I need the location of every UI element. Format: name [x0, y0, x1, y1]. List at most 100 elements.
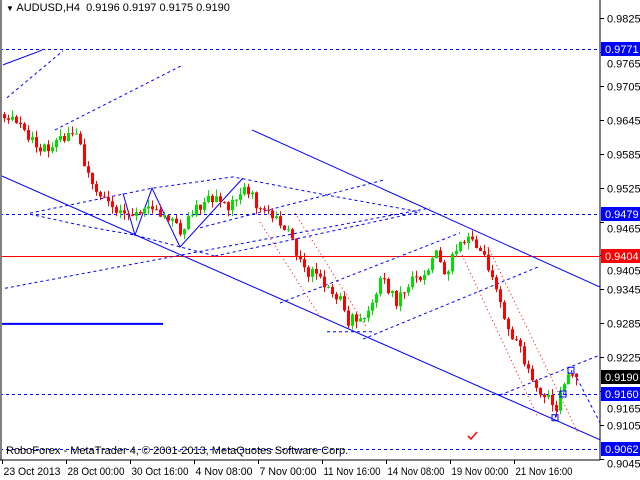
candle-bear [123, 210, 126, 214]
candle-bull [431, 258, 434, 271]
candle-bull [231, 199, 234, 211]
y-tick-label: 0.9285 [607, 319, 640, 331]
candle-bull [235, 199, 238, 201]
trendline-red-dotted-4 [487, 246, 579, 434]
trendline-dashed-5 [199, 179, 386, 229]
candle-bear [87, 166, 90, 173]
x-tick-label: 4 Nov 08:00 [196, 466, 253, 478]
y-tick-label: 0.9345 [607, 285, 640, 297]
candle-bull [171, 218, 174, 221]
candle-bear [323, 276, 326, 288]
candle-bear [283, 225, 286, 230]
candle-bull [67, 132, 70, 141]
candle-bear [223, 201, 226, 203]
triangle-down-icon[interactable]: ▼ [6, 4, 14, 13]
trendline-arc-lower [29, 213, 216, 257]
candle-bull [423, 274, 426, 280]
candle-bear [39, 147, 42, 152]
candle-bear [211, 195, 214, 202]
candle-bull [143, 208, 146, 214]
candle-bull [251, 192, 254, 195]
candle-bull [363, 318, 366, 320]
candle-bear [227, 202, 230, 211]
square-marker [559, 390, 567, 398]
candle-bear [531, 368, 534, 381]
price-label-box [601, 387, 640, 401]
x-tick-label: 30 Oct 16:00 [132, 466, 189, 478]
candle-bull [459, 241, 462, 252]
candle-bull [407, 287, 410, 293]
candle-bull [287, 229, 290, 231]
candle-bear [503, 302, 506, 319]
candle-bull [451, 254, 454, 272]
candle-bear [483, 250, 486, 255]
candle-bull [427, 270, 430, 275]
trendline-arc-upper [29, 176, 421, 214]
candle-bear [263, 208, 266, 210]
candle-bull [379, 278, 382, 294]
candle-bull [191, 215, 194, 217]
candle-bull [411, 276, 414, 288]
candle-bear [259, 208, 262, 210]
candle-bull [547, 394, 550, 397]
candle-bear [299, 255, 302, 260]
candle-bear [535, 380, 538, 388]
price-label-resistance: 0.9404 [605, 251, 639, 263]
candle-bull [375, 293, 378, 303]
candle-bear [383, 278, 386, 280]
candle-bull [183, 229, 186, 235]
candle-bull [563, 384, 566, 392]
x-tick-label: 11 Nov 16:00 [324, 466, 381, 478]
candle-bear [27, 129, 30, 140]
candle-bear [115, 207, 118, 213]
candle-bear [219, 196, 222, 202]
candle-bear [255, 192, 258, 209]
candle-bear [23, 123, 26, 130]
price-label-line: 0.9062 [605, 444, 639, 456]
candle-bull [11, 116, 14, 120]
plot-area[interactable] [0, 49, 600, 450]
candle-bear [419, 277, 422, 280]
candle-bull [59, 135, 62, 140]
trendline-dashed-6 [279, 232, 461, 304]
candle-bull [351, 314, 354, 326]
candle-bear [83, 144, 86, 167]
chart-header: ▼ AUDUSD,H4 0.9196 0.9197 0.9175 0.9190 [6, 2, 230, 14]
candle-bull [119, 210, 122, 213]
candle-bear [199, 204, 202, 210]
candle-bear [15, 116, 18, 123]
square-marker [551, 414, 559, 422]
candle-bear [551, 394, 554, 406]
candle-bear [387, 278, 390, 294]
candle-bull [371, 302, 374, 311]
trendline-red-dotted-3 [461, 254, 539, 418]
candle-bear [175, 218, 178, 224]
candle-bear [71, 132, 74, 134]
candle-bull [391, 290, 394, 294]
candle-bear [63, 135, 66, 141]
candle-bear [159, 209, 162, 217]
candle-bear [295, 238, 298, 256]
y-tick-label: 0.9045 [607, 459, 640, 471]
candle-bear [487, 254, 490, 271]
candle-bear [499, 289, 502, 303]
candle-bear [355, 314, 358, 322]
price-label-box [601, 207, 640, 221]
candle-bear [403, 292, 406, 294]
y-tick-label: 0.9465 [607, 224, 640, 236]
candle-bear [291, 229, 294, 239]
candle-bull [31, 137, 34, 140]
trendline-red-dotted-2 [294, 212, 368, 329]
candle-bear [271, 210, 274, 219]
candle-bear [99, 191, 102, 197]
x-tick-label: 21 Nov 16:00 [516, 466, 573, 478]
candle-bull [559, 391, 562, 411]
candle-bull [75, 133, 78, 135]
candle-bull [447, 271, 450, 275]
candle-bear [79, 133, 82, 145]
trendline-top-left-line [2, 49, 43, 66]
candle-bull [55, 139, 58, 148]
candle-bull [435, 250, 438, 259]
candle-bear [343, 296, 346, 311]
